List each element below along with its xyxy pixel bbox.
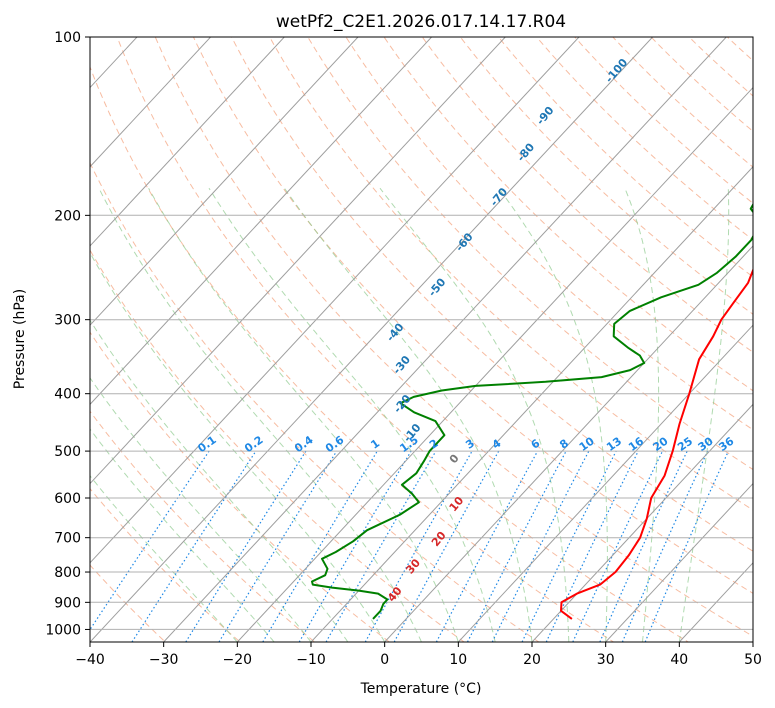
- dry-adiabat: [612, 37, 753, 168]
- isotherm-line: [604, 482, 753, 642]
- y-tick-label: 600: [54, 491, 81, 507]
- moist-adiabat: [283, 187, 533, 642]
- dry-adiabat: [497, 37, 753, 278]
- pressure-gridlines: [90, 37, 753, 630]
- x-tick-label: 20: [523, 652, 541, 668]
- x-axis-ticks: −40 −30 −20 −10 0 10 20 30 40 50: [75, 642, 762, 668]
- x-tick-label: −40: [75, 652, 105, 668]
- dry-adiabat: [90, 331, 391, 642]
- x-tick-label: 10: [449, 652, 467, 668]
- mixing-ratio-line: [185, 450, 307, 642]
- moist-adiabat: [379, 187, 570, 642]
- dewpoint-profile-line: [311, 202, 753, 620]
- x-tick-label: 50: [744, 652, 762, 668]
- moist-adiabat: [208, 187, 496, 642]
- dry-adiabat: [421, 37, 753, 353]
- chart-title: wetPf2_C2E1.2026.017.14.17.R04: [276, 12, 566, 32]
- dry-adiabat: [307, 37, 753, 471]
- x-tick-label: 0: [380, 652, 389, 668]
- mixing-ratio-line: [393, 450, 500, 642]
- plot-frame: [89, 36, 754, 643]
- moist-adiabat: [90, 251, 386, 642]
- moist-adiabat: [678, 188, 730, 642]
- x-tick-label: −20: [223, 652, 253, 668]
- mixing-ratio-lines: [90, 450, 729, 642]
- isotherm-line: [90, 37, 359, 326]
- dry-adiabat: [383, 37, 753, 392]
- dry-adiabat: [535, 37, 753, 241]
- isotherm-line: [162, 37, 728, 642]
- dry-adiabat: [231, 37, 753, 552]
- isotherm-line: [90, 37, 286, 247]
- x-tick-label: −30: [149, 652, 179, 668]
- moist-adiabat: [90, 428, 275, 642]
- dry-adiabat: [269, 37, 753, 511]
- dry-adiabat: [154, 37, 753, 637]
- mixing-ratio-line: [545, 450, 639, 642]
- y-tick-label: 700: [54, 531, 81, 547]
- moist-adiabat: [90, 474, 238, 642]
- dry-adiabat: [574, 37, 753, 204]
- dry-adiabat: [650, 37, 753, 132]
- mixing-ratio-line: [599, 450, 688, 642]
- isotherm-line: [90, 37, 433, 406]
- moist-adiabats: [90, 187, 730, 642]
- skewed-isotherms: [90, 37, 753, 642]
- mixing-ratio-line: [644, 450, 729, 642]
- mixing-ratio-line: [621, 450, 709, 642]
- dry-adiabat: [90, 65, 615, 642]
- mixing-ratio-line: [218, 450, 338, 642]
- y-axis-label: Pressure (hPa): [12, 289, 28, 389]
- moist-adiabat: [148, 187, 459, 642]
- mixing-ratio-line: [298, 450, 412, 642]
- mixing-ratio-line: [521, 450, 617, 642]
- temperature-profile-line: [560, 267, 753, 620]
- isotherm-line: [236, 86, 753, 642]
- mixing-ratio-line: [262, 450, 378, 642]
- dry-adiabats: [90, 37, 753, 642]
- y-tick-label: 900: [54, 595, 81, 611]
- dry-adiabat: [90, 487, 241, 642]
- isotherm-line: [90, 37, 654, 642]
- moist-adiabat: [624, 188, 660, 642]
- y-tick-label: 500: [54, 444, 81, 460]
- mixing-ratio-line: [572, 450, 664, 642]
- mixing-ratio-line: [364, 450, 473, 642]
- dry-adiabat: [345, 37, 753, 431]
- x-axis-label: Temperature (°C): [360, 681, 482, 697]
- y-tick-label: 300: [54, 313, 81, 329]
- y-axis-ticks: 100 200 300 400 500 600 700 800 900 1000: [45, 30, 90, 638]
- y-tick-label: 200: [54, 208, 81, 224]
- x-tick-label: −10: [296, 652, 326, 668]
- dry-adiabat: [90, 249, 465, 642]
- isotherm-line: [383, 245, 753, 642]
- moist-adiabat: [90, 377, 312, 642]
- y-tick-label: 800: [54, 565, 81, 581]
- x-tick-label: 40: [670, 652, 688, 668]
- isotherm-line: [90, 37, 507, 485]
- isotherm-line: [457, 324, 753, 642]
- y-tick-label: 1000: [45, 622, 81, 638]
- y-tick-label: 400: [54, 387, 81, 403]
- isotherm-line: [90, 37, 212, 168]
- x-tick-label: 30: [597, 652, 615, 668]
- y-tick-label: 100: [54, 30, 81, 46]
- mixing-ratio-line: [325, 450, 437, 642]
- isotherm-line: [531, 403, 753, 642]
- isotherm-line: [90, 37, 580, 564]
- profile-series: [311, 202, 753, 620]
- moist-adiabat: [498, 187, 608, 642]
- dry-adiabat: [116, 37, 690, 642]
- moist-adiabat: [98, 187, 422, 642]
- isotherm-line: [310, 165, 753, 642]
